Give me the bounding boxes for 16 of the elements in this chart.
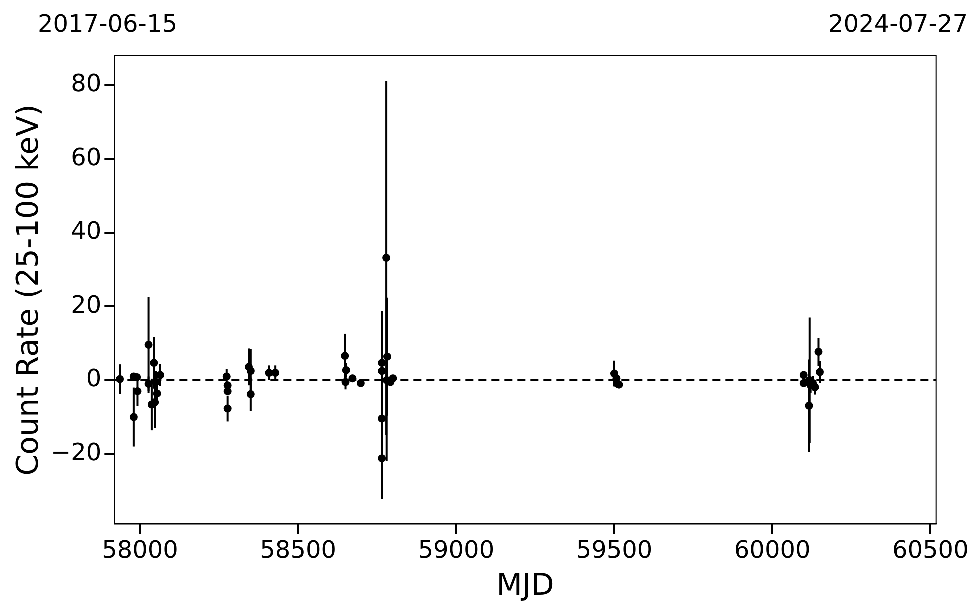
text: 2017-06-15: [38, 10, 178, 38]
x-tick-label: 60000: [734, 536, 811, 564]
text: 2024-07-27: [828, 10, 968, 38]
y-tick-label: 80: [71, 70, 102, 98]
y-axis-title: Count Rate (25-100 keV): [10, 104, 46, 476]
y-tick-label: 0: [86, 364, 102, 393]
x-tick-label: 59500: [576, 536, 653, 564]
y-tick-label: −20: [50, 438, 102, 466]
y-tick-label: 60: [71, 143, 102, 172]
x-tick-label: 60500: [892, 536, 969, 564]
x-tick-label: 59000: [418, 536, 495, 564]
x-axis-title: MJD: [496, 568, 554, 603]
x-tick-label: 58500: [260, 536, 337, 564]
y-tick-label: 40: [71, 217, 102, 246]
y-tick-label: 20: [71, 290, 102, 319]
x-tick-label: 58000: [102, 536, 178, 564]
